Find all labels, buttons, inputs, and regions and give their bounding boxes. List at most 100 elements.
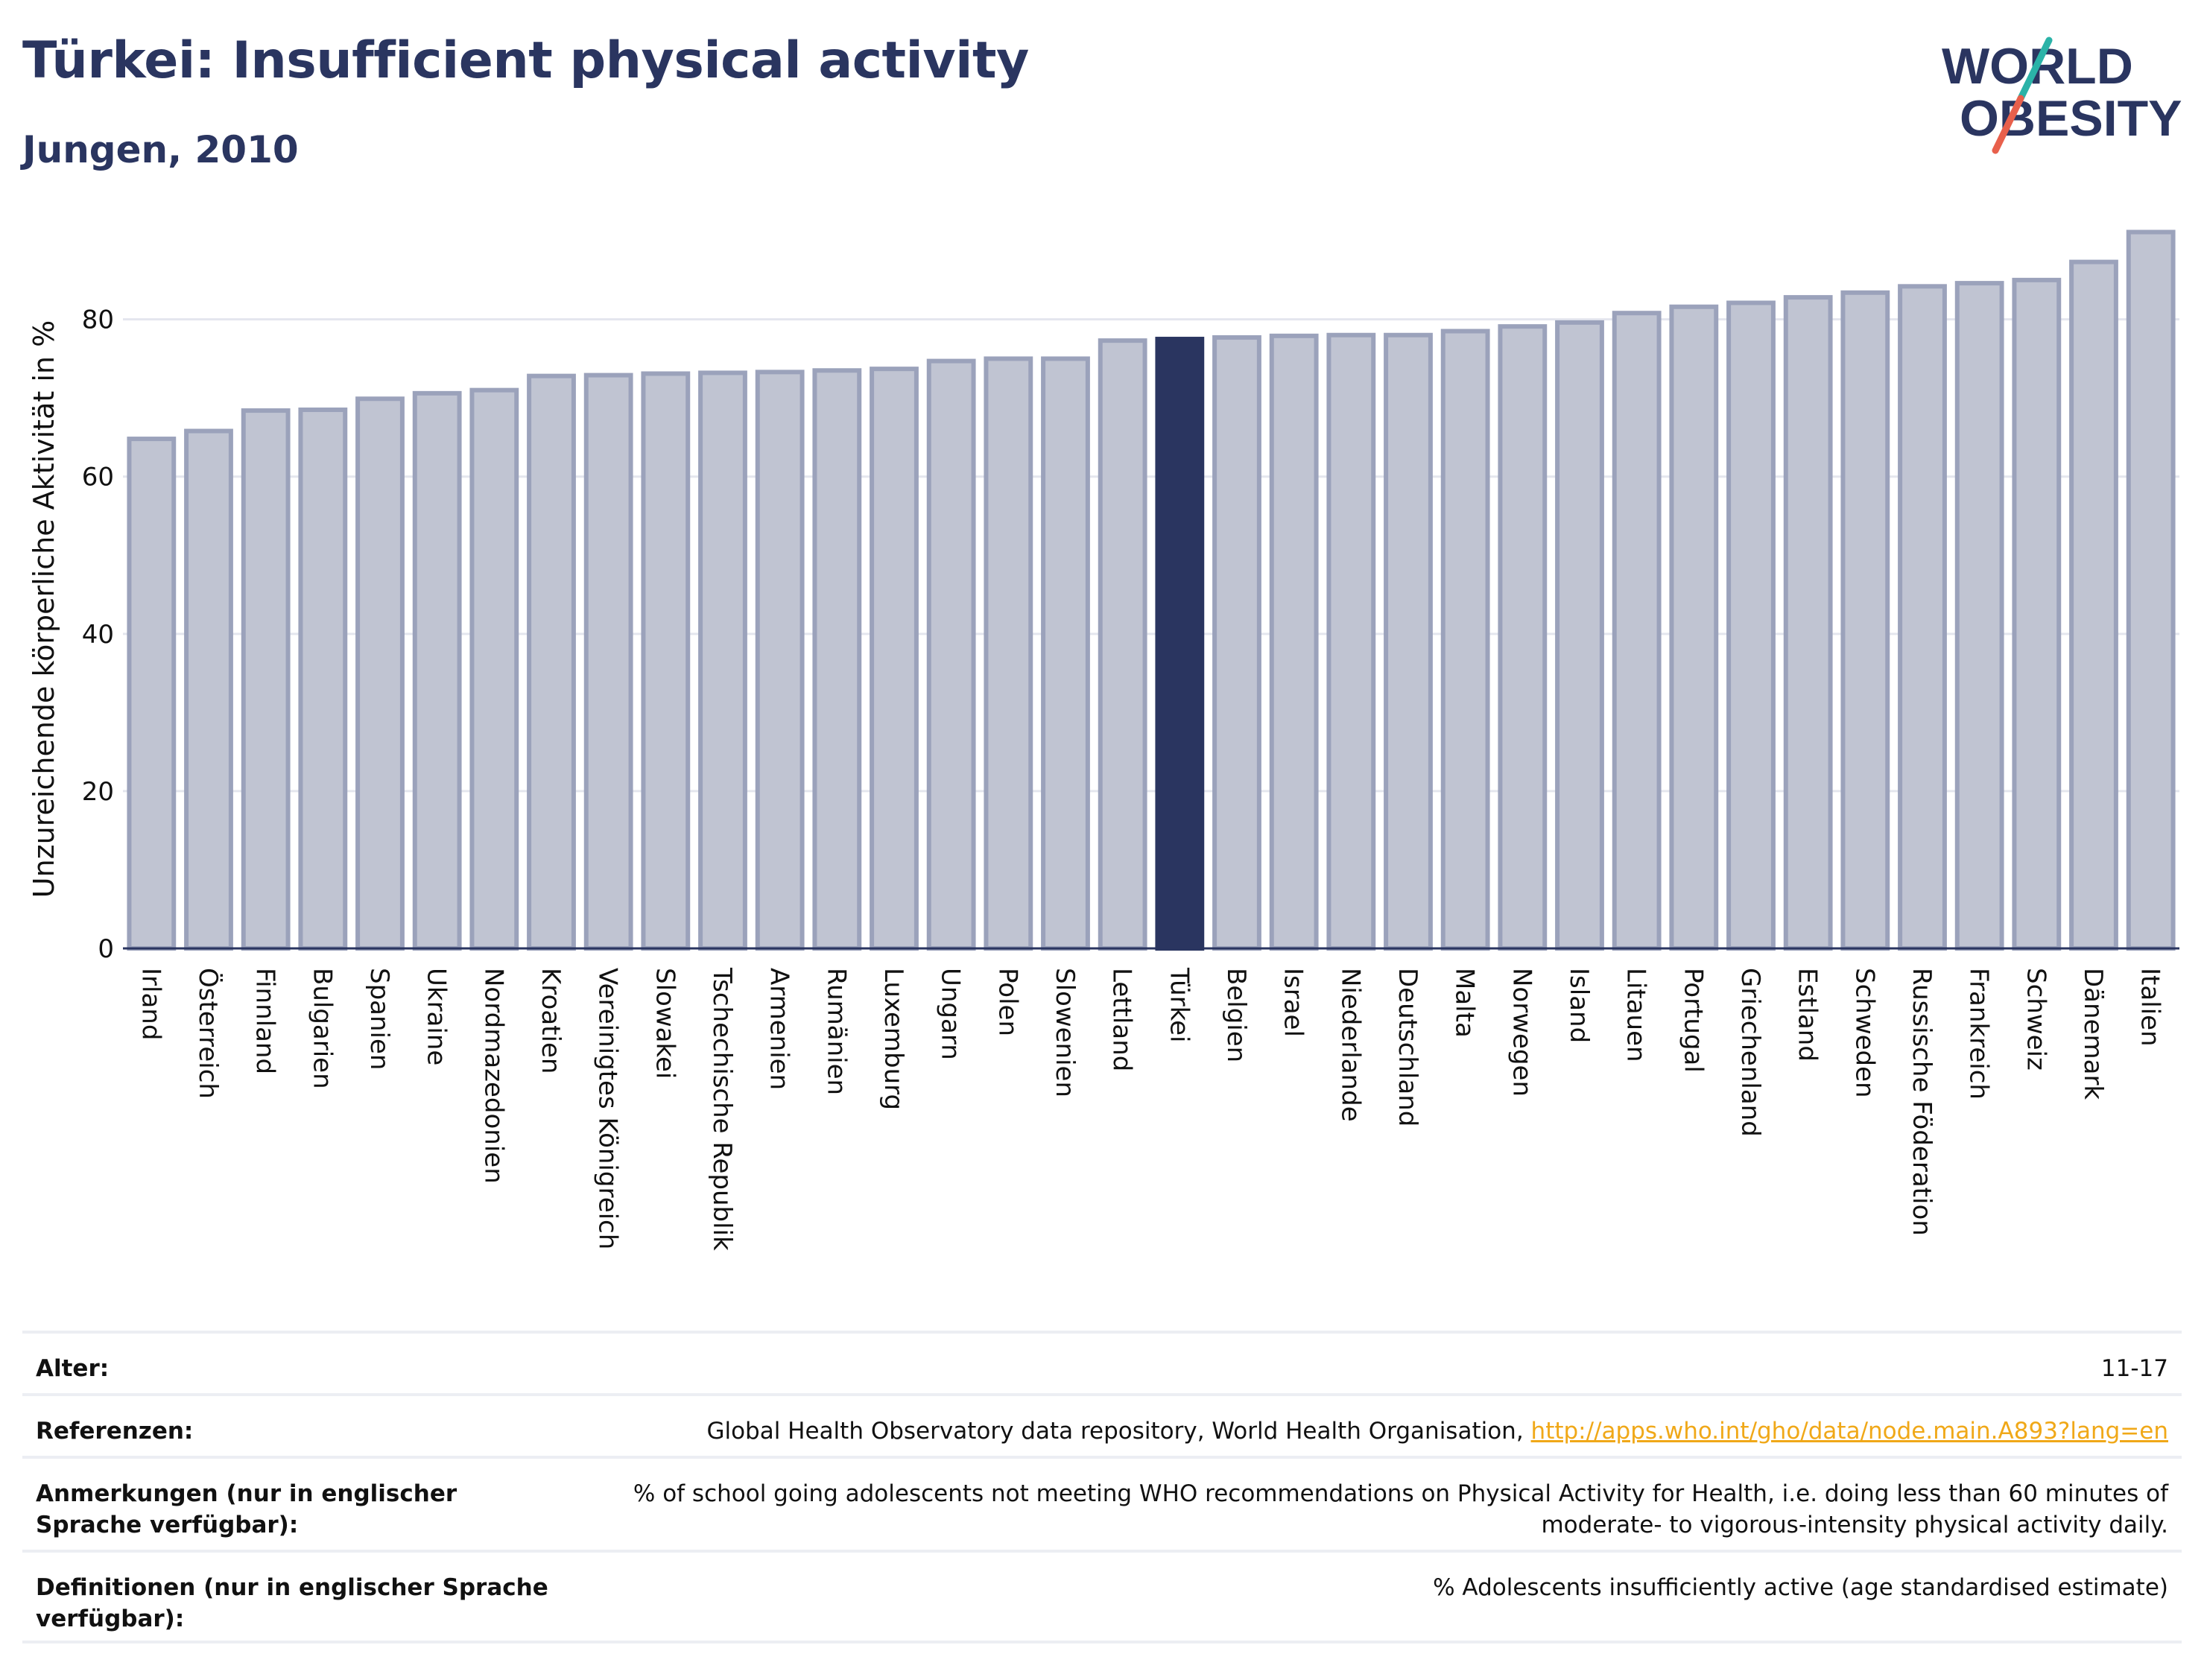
x-tick-label: Lettland — [1107, 968, 1137, 1071]
bar-spanien — [355, 396, 405, 951]
logo-line2: OBESITY — [1960, 90, 2182, 147]
reference-text: Global Health Observatory data repositor… — [706, 1418, 1531, 1445]
bar-tschechische-republik — [698, 370, 747, 951]
x-tick-label: Niederlande — [1335, 968, 1365, 1122]
x-tick-label: Dänemark — [2078, 968, 2108, 1100]
bars — [127, 229, 2176, 951]
x-tick-label: Slowakei — [650, 968, 680, 1079]
bar-armenien — [755, 370, 805, 951]
x-tick-label: Estland — [1793, 968, 1823, 1062]
bar-slowenien — [1041, 356, 1090, 951]
bar-nordmazedonien — [469, 387, 519, 951]
x-tick-label: Spanien — [364, 968, 394, 1070]
meta-row-definitions: Definitionen (nur in englischer Sprache … — [22, 1550, 2182, 1643]
x-tick-label: Malta — [1450, 968, 1480, 1038]
bar-vereinigtes-königreich — [583, 373, 633, 951]
x-tick-label: Schweiz — [2021, 968, 2051, 1071]
x-tick-label: Österreich — [193, 968, 224, 1099]
x-axis-ticks: Irland Österreich Finnland Bulgarien Spanien… — [136, 967, 2165, 1251]
meta-label: Alter: — [36, 1355, 110, 1382]
bar-island — [1555, 320, 1604, 951]
x-tick-label: Armenien — [764, 968, 794, 1090]
bar-deutschland — [1384, 332, 1433, 951]
bar-griechenland — [1726, 300, 1776, 951]
world-obesity-logo: WORLD OBESITY — [1942, 37, 2182, 154]
x-tick-label: Frankreich — [1964, 968, 1994, 1100]
x-tick-label: Schweden — [1849, 968, 1879, 1098]
x-tick-label: Griechenland — [1735, 968, 1765, 1137]
x-tick-label: Nordmazedonien — [478, 968, 508, 1184]
bar-italien — [2126, 229, 2176, 951]
x-tick-label: Litauen — [1621, 968, 1651, 1062]
x-tick-label: Slowenien — [1050, 968, 1080, 1097]
y-tick-label: 20 — [82, 777, 114, 807]
meta-value: 11-17 — [2100, 1355, 2168, 1382]
x-tick-label: Israel — [1279, 968, 1308, 1037]
bar-österreich — [184, 428, 233, 951]
x-tick-label: Italien — [2135, 968, 2165, 1047]
bar-bulgarien — [298, 408, 348, 951]
meta-value: % Adolescents insufficiently active (age… — [1433, 1574, 2168, 1601]
y-tick-label: 0 — [98, 934, 114, 964]
bar-luxemburg — [870, 367, 919, 951]
grid-lines — [123, 318, 2179, 793]
bar-lettland — [1098, 338, 1147, 951]
bar-israel — [1269, 333, 1319, 951]
x-tick-label: Russische Föderation — [1907, 968, 1937, 1236]
x-tick-label: Ungarn — [936, 968, 966, 1060]
x-tick-label: Norwegen — [1507, 968, 1536, 1097]
bar-estland — [1783, 295, 1833, 951]
y-tick-label: 40 — [82, 620, 114, 650]
x-tick-label: Luxemburg — [878, 968, 908, 1110]
bar-russische-föderation — [1898, 284, 1947, 951]
chart-title: Türkei: Insufficient physical activity — [22, 31, 1029, 90]
bar-polen — [984, 356, 1033, 951]
logo-slash-coral — [1992, 95, 2024, 154]
meta-label: Referenzen: — [36, 1418, 194, 1445]
chart-subtitle: Jungen, 2010 — [22, 128, 299, 171]
y-axis-label: Unzureichende körperliche Aktivität in % — [28, 320, 60, 898]
meta-value: Global Health Observatory data repositor… — [706, 1416, 2168, 1447]
bar-schweden — [1840, 290, 1890, 951]
x-tick-label: Türkei — [1164, 967, 1194, 1042]
y-axis-ticks: 0 20 40 60 80 — [82, 305, 114, 964]
bar-norwegen — [1498, 324, 1548, 951]
bar-slowakei — [641, 371, 691, 951]
y-tick-label: 80 — [82, 305, 114, 335]
bar-frankreich — [1954, 281, 2004, 951]
meta-row-age: Alter: 11-17 — [22, 1331, 2182, 1393]
logo-slash-teal — [2017, 37, 2053, 102]
x-tick-label: Irland — [136, 968, 165, 1040]
bar-ukraine — [412, 390, 462, 951]
x-tick-label: Vereinigtes Königreich — [593, 968, 623, 1249]
bar-dänemark — [2069, 259, 2118, 951]
meta-label: Anmerkungen (nur in englischer Sprache v… — [36, 1480, 457, 1538]
bar-belgien — [1212, 335, 1261, 951]
bar-niederlande — [1326, 332, 1376, 951]
bar-schweiz — [2012, 277, 2062, 951]
bar-ungarn — [926, 358, 976, 951]
meta-row-notes: Anmerkungen (nur in englischer Sprache v… — [22, 1456, 2182, 1550]
bar-irland — [127, 437, 177, 951]
meta-label: Definitionen (nur in englischer Sprache … — [36, 1574, 548, 1632]
x-tick-label: Deutschland — [1393, 968, 1422, 1126]
bar-kroatien — [527, 373, 576, 951]
x-tick-label: Bulgarien — [307, 968, 337, 1089]
x-tick-label: Rumänien — [821, 968, 851, 1095]
bar-finnland — [241, 408, 291, 951]
x-tick-label: Ukraine — [422, 968, 452, 1065]
bar-malta — [1440, 329, 1490, 951]
metadata-table: Alter: 11-17 Referenzen: Global Health O… — [22, 1331, 2182, 1643]
x-tick-label: Polen — [992, 968, 1022, 1036]
x-tick-label: Tschechische Republik — [707, 967, 737, 1251]
meta-row-references: Referenzen: Global Health Observatory da… — [22, 1393, 2182, 1456]
y-tick-label: 60 — [82, 463, 114, 492]
bar-rumänien — [812, 368, 862, 951]
reference-link[interactable]: http://apps.who.int/gho/data/node.main.A… — [1530, 1418, 2168, 1445]
x-tick-label: Portugal — [1678, 968, 1708, 1073]
bar-chart: 0 20 40 60 80 Irland Österreich Finnland Bulgar… — [28, 229, 2179, 1251]
x-tick-label: Finnland — [250, 968, 280, 1074]
x-tick-label: Belgien — [1221, 968, 1251, 1062]
bar-portugal — [1669, 304, 1719, 951]
x-tick-label: Island — [1564, 968, 1594, 1043]
